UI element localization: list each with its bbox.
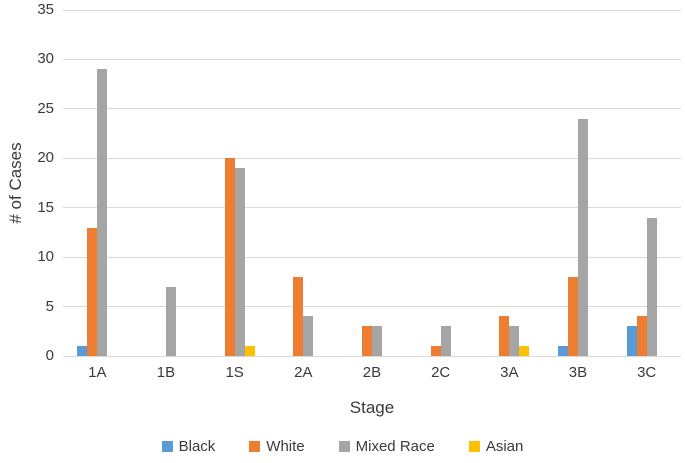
- bar-asian-3a: [519, 346, 530, 356]
- bar-white-1a: [87, 227, 98, 356]
- bar-white-3b: [568, 276, 578, 356]
- bar-mixed-race-2c: [440, 326, 451, 356]
- legend: Black White Mixed Race Asian: [0, 438, 685, 455]
- y-tick-label-10: 10: [37, 248, 54, 266]
- gridline-25: [63, 108, 681, 110]
- bar-mixed-race-2b: [372, 326, 382, 356]
- x-tick-label-1b: 1B: [156, 364, 176, 381]
- x-tick-label-2c: 2C: [431, 364, 451, 381]
- gridline-35: [63, 9, 681, 11]
- bar-mixed-race-3a: [509, 326, 520, 356]
- y-tick-label-20: 20: [37, 149, 54, 167]
- bar-mixed-race-1s: [234, 168, 245, 356]
- x-tick-label-3a: 3A: [500, 364, 519, 381]
- x-axis-title: Stage: [349, 398, 395, 417]
- gridline-30: [63, 58, 681, 60]
- y-tick-label-30: 30: [37, 50, 54, 68]
- legend-label-white: White: [266, 438, 305, 455]
- bar-white-3a: [499, 316, 510, 356]
- legend-item-mixed-race: Mixed Race: [338, 438, 435, 455]
- plot-area: [63, 9, 681, 357]
- legend-label-black: Black: [178, 438, 216, 455]
- x-tick-label-1s: 1S: [225, 364, 244, 381]
- legend-item-black: Black: [161, 438, 216, 455]
- x-tick-label-3b: 3B: [568, 364, 588, 381]
- legend-swatch-asian: [468, 441, 480, 452]
- bar-white-1s: [224, 158, 235, 356]
- legend-label-asian: Asian: [485, 438, 524, 455]
- legend-label-mixed-race: Mixed Race: [355, 438, 435, 455]
- bar-white-2a: [293, 276, 304, 356]
- x-tick-label-2b: 2B: [362, 364, 382, 381]
- bar-mixed-race-1a: [97, 69, 108, 356]
- bar-mixed-race-2a: [303, 316, 314, 356]
- bar-white-2b: [362, 326, 372, 356]
- y-tick-label-0: 0: [45, 347, 54, 364]
- y-tick-label-5: 5: [45, 297, 54, 315]
- x-tick-label-2a: 2A: [294, 364, 313, 381]
- y-tick-label-25: 25: [37, 99, 54, 117]
- x-tick-label-3c: 3C: [637, 364, 657, 381]
- bar-mixed-race-3c: [646, 217, 657, 356]
- legend-item-white: White: [249, 438, 305, 455]
- legend-swatch-black: [161, 441, 173, 452]
- legend-item-asian: Asian: [468, 438, 524, 455]
- legend-swatch-white: [249, 441, 261, 452]
- legend-swatch-mixed-race: [338, 441, 350, 452]
- gridline-20: [63, 157, 681, 159]
- y-tick-label-35: 35: [37, 1, 54, 18]
- bar-black-1a: [77, 346, 88, 356]
- bar-white-2c: [430, 346, 441, 356]
- y-tick-label-15: 15: [37, 198, 54, 216]
- gridline-10: [63, 256, 681, 258]
- x-tick-label-1a: 1A: [88, 364, 107, 381]
- gridline-5: [63, 306, 681, 308]
- bar-white-3c: [636, 316, 647, 356]
- bar-asian-1s: [244, 346, 255, 356]
- bar-black-3c: [626, 326, 637, 356]
- bar-black-3b: [558, 346, 568, 356]
- gridline-0: [63, 355, 681, 357]
- gridline-15: [63, 207, 681, 209]
- bar-mixed-race-1b: [166, 286, 176, 356]
- bar-mixed-race-3b: [578, 118, 588, 356]
